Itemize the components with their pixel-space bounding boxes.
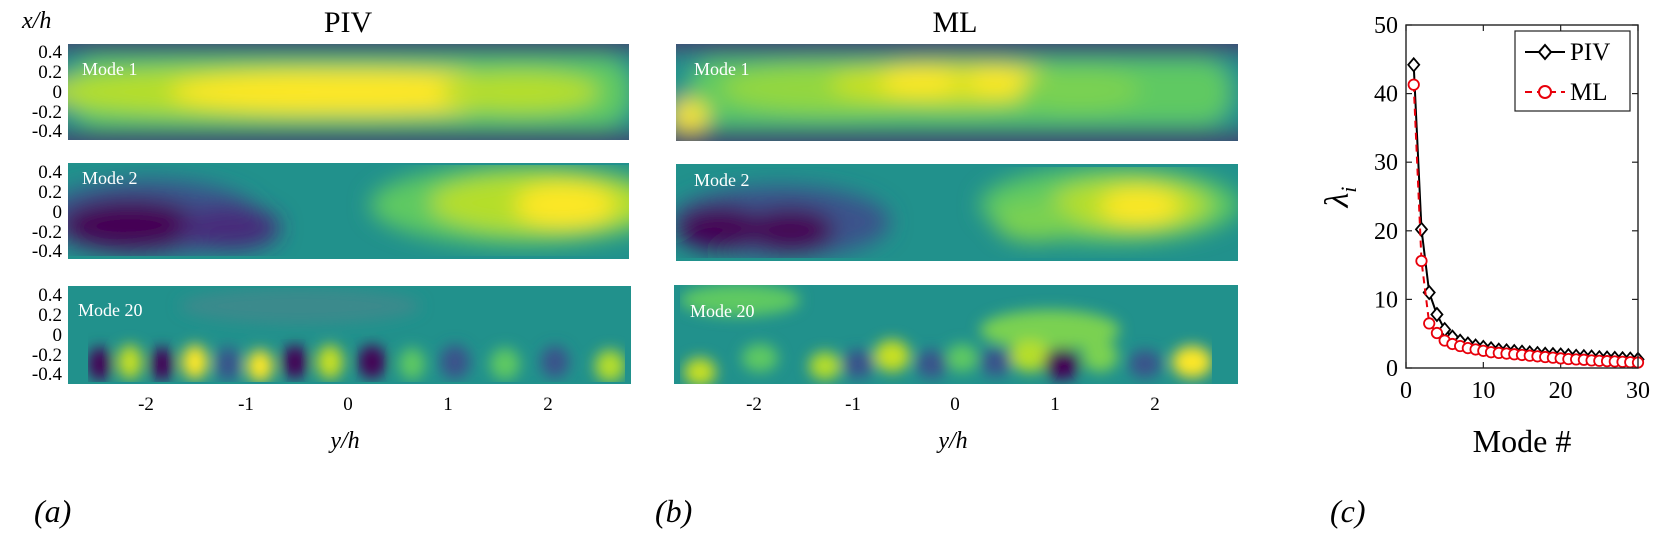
y-tick-label: 10 xyxy=(1374,287,1398,313)
y-tick-label: 50 xyxy=(1374,13,1398,39)
ml-mode-20-heatmap xyxy=(674,285,1238,384)
piv-mode-1-heatmap xyxy=(68,44,629,140)
piv-ytick: 0 xyxy=(53,325,63,346)
piv-ytick: 0 xyxy=(53,202,63,223)
piv-ytick: -0.2 xyxy=(32,102,62,123)
piv-xlabel: y/h xyxy=(328,428,359,454)
ml-mode-1-label: Mode 1 xyxy=(694,59,750,79)
piv-ytick: 0.2 xyxy=(38,182,62,203)
piv-xtick: -1 xyxy=(238,394,254,415)
piv-ytick: 0.4 xyxy=(38,285,62,306)
ml-mode-2-label: Mode 2 xyxy=(694,170,750,190)
ml-mode-1-heatmap xyxy=(676,44,1238,141)
legend-swatch-ml-marker xyxy=(1538,85,1552,99)
piv-ylabel: x/h xyxy=(21,8,51,34)
ml-xtick: 0 xyxy=(950,394,960,415)
piv-ytick: -0.4 xyxy=(32,364,63,385)
legend-label-ml: ML xyxy=(1570,79,1608,106)
ml-xlabel: y/h xyxy=(936,428,967,454)
piv-mode-20-heatmap xyxy=(68,286,631,384)
legend-swatch-piv-marker xyxy=(1537,43,1553,61)
piv-xtick: 1 xyxy=(443,394,453,415)
y-tick-label: 30 xyxy=(1374,150,1398,176)
x-tick-label: 10 xyxy=(1471,378,1495,404)
piv-ytick: -0.2 xyxy=(32,222,62,243)
line-chart-ylabel: λi xyxy=(1319,187,1361,209)
piv-yticks: 0.4 0.2 0 -0.2 -0.4 0.4 0.2 0 -0.2 -0.4 … xyxy=(32,42,63,385)
ml-xtick: -2 xyxy=(746,394,762,415)
line-chart-legend: PIV ML xyxy=(1514,30,1631,112)
series-point-ml xyxy=(1430,326,1444,340)
series-point-piv xyxy=(1414,221,1429,238)
line-chart-ylabel-main: λ xyxy=(1319,193,1356,209)
ml-mode-20-label: Mode 20 xyxy=(690,301,755,321)
series-point-ml xyxy=(1407,78,1420,91)
legend-label-piv: PIV xyxy=(1570,39,1610,66)
y-tick-label: 20 xyxy=(1374,219,1398,245)
series-point-piv xyxy=(1407,56,1421,73)
piv-xticks: -2 -1 0 1 2 xyxy=(138,394,553,415)
ml-title: ML xyxy=(933,6,978,39)
piv-ytick: 0.2 xyxy=(38,62,62,83)
piv-mode-2-heatmap xyxy=(68,163,629,259)
ml-xtick: 1 xyxy=(1050,394,1060,415)
piv-xtick: -2 xyxy=(138,394,154,415)
legend-box xyxy=(1514,30,1631,112)
ml-xtick: 2 xyxy=(1150,394,1160,415)
piv-ytick: 0.4 xyxy=(38,162,62,183)
piv-xtick: 2 xyxy=(543,394,553,415)
line-chart-series xyxy=(1407,56,1645,369)
piv-mode-20-label: Mode 20 xyxy=(78,300,143,320)
piv-ytick: 0.4 xyxy=(38,42,62,63)
y-tick-label: 40 xyxy=(1374,82,1398,108)
eigenvalue-line-chart: 0 10 20 30 40 50 0 10 20 30 Mode # λi PIV ML xyxy=(1319,13,1650,459)
panel-label-a: (a) xyxy=(34,493,71,529)
line-chart-ylabel-sub: i xyxy=(1336,187,1361,193)
piv-ytick: -0.4 xyxy=(32,121,63,142)
piv-mode-1-label: Mode 1 xyxy=(82,59,138,79)
line-chart-xlabel: Mode # xyxy=(1473,423,1572,459)
piv-ytick: -0.4 xyxy=(32,241,63,262)
ml-xticks: -2 -1 0 1 2 xyxy=(746,394,1160,415)
ml-xtick: -1 xyxy=(845,394,861,415)
ml-mode-2-heatmap xyxy=(676,164,1238,261)
piv-ytick: 0 xyxy=(53,82,63,103)
piv-mode-2-label: Mode 2 xyxy=(82,168,138,188)
panel-label-b: (b) xyxy=(655,493,692,529)
line-chart-axes-box xyxy=(1405,24,1639,369)
piv-xtick: 0 xyxy=(343,394,353,415)
y-tick-label: 0 xyxy=(1386,356,1398,382)
piv-ytick: -0.2 xyxy=(32,345,62,366)
line-chart-ticks: 0 10 20 30 40 50 0 10 20 30 xyxy=(1374,13,1650,404)
panel-label-c: (c) xyxy=(1330,493,1366,529)
x-tick-label: 20 xyxy=(1549,378,1573,404)
piv-title: PIV xyxy=(324,6,373,39)
series-point-ml xyxy=(1423,317,1436,330)
piv-ytick: 0.2 xyxy=(38,305,62,326)
x-tick-label: 0 xyxy=(1400,378,1412,404)
series-point-ml xyxy=(1415,254,1428,268)
series-point-piv xyxy=(1430,306,1444,323)
x-tick-label: 30 xyxy=(1626,378,1650,404)
series-line-ml xyxy=(1412,84,1639,364)
